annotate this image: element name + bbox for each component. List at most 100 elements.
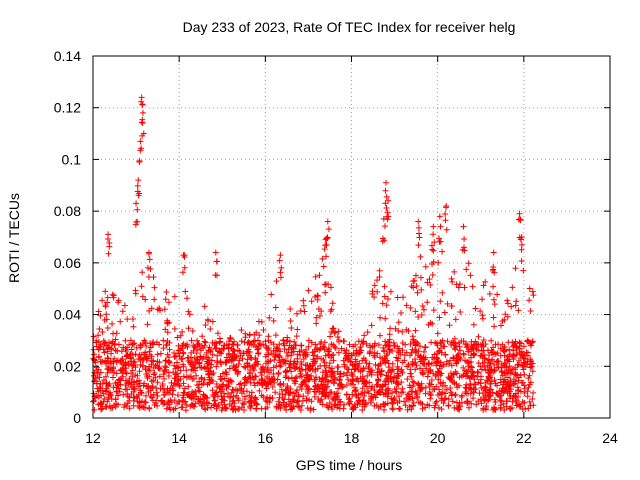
data-point — [528, 363, 535, 370]
data-point — [428, 381, 435, 388]
data-point — [345, 350, 352, 357]
data-point — [127, 337, 134, 344]
data-point — [475, 333, 482, 340]
data-point — [202, 406, 209, 413]
data-point — [247, 398, 254, 405]
data-point — [402, 402, 409, 409]
data-point — [287, 398, 294, 405]
data-point — [193, 393, 200, 400]
data-point — [328, 284, 335, 291]
data-point — [161, 367, 168, 374]
data-point — [300, 356, 307, 363]
data-point — [478, 352, 485, 359]
data-point — [193, 372, 200, 379]
data-point — [115, 385, 122, 392]
data-point — [410, 402, 417, 409]
data-point — [450, 354, 457, 361]
data-point — [455, 354, 462, 361]
data-point — [177, 332, 184, 339]
data-point — [103, 316, 110, 323]
data-point — [121, 302, 128, 309]
data-point — [294, 326, 301, 333]
data-point — [164, 389, 171, 396]
data-point — [404, 406, 411, 413]
data-point-peak — [278, 264, 285, 271]
data-point — [219, 370, 226, 377]
data-point — [284, 383, 291, 390]
data-point — [199, 402, 206, 409]
data-point — [99, 328, 106, 335]
data-point — [113, 330, 120, 337]
data-point — [197, 364, 204, 371]
data-point — [180, 373, 187, 380]
data-point — [497, 397, 504, 404]
data-point — [186, 311, 193, 318]
data-point — [246, 369, 253, 376]
data-point — [509, 339, 516, 346]
data-point — [389, 347, 396, 354]
data-point — [238, 338, 245, 345]
data-point — [301, 308, 308, 315]
data-point — [394, 375, 401, 382]
data-point — [119, 308, 126, 315]
data-point — [208, 404, 215, 411]
data-point — [417, 343, 424, 350]
data-point — [136, 377, 143, 384]
data-point — [435, 259, 442, 266]
x-tick-label: 14 — [171, 430, 187, 446]
data-point — [336, 338, 343, 345]
data-point — [250, 376, 257, 383]
data-point — [430, 370, 437, 377]
data-point — [288, 374, 295, 381]
data-point — [451, 335, 458, 342]
data-point — [108, 360, 115, 367]
data-point — [90, 390, 97, 397]
data-point — [512, 393, 519, 400]
data-point — [275, 352, 282, 359]
data-point — [360, 397, 367, 404]
data-point — [377, 389, 384, 396]
data-point — [503, 364, 510, 371]
data-point — [236, 381, 243, 388]
data-point — [522, 405, 529, 412]
data-point — [93, 367, 100, 374]
data-point — [222, 405, 229, 412]
data-point — [298, 373, 305, 380]
data-point — [314, 355, 321, 362]
data-point — [150, 391, 157, 398]
data-point — [407, 341, 414, 348]
data-point — [363, 383, 370, 390]
data-point — [426, 361, 433, 368]
data-point — [341, 347, 348, 354]
data-point — [312, 358, 319, 365]
data-point — [355, 366, 362, 373]
data-point — [374, 372, 381, 379]
data-point — [387, 288, 394, 295]
data-point — [258, 376, 265, 383]
data-point — [517, 354, 524, 361]
data-point — [93, 378, 100, 385]
data-point — [438, 395, 445, 402]
data-point — [375, 377, 382, 384]
data-point — [434, 330, 441, 337]
data-point — [243, 388, 250, 395]
data-point — [154, 402, 161, 409]
data-point — [180, 392, 187, 399]
data-point-peak — [490, 249, 497, 256]
data-point — [506, 388, 513, 395]
data-point-peak — [324, 218, 331, 225]
data-point — [424, 373, 431, 380]
data-point — [403, 326, 410, 333]
data-point — [188, 337, 195, 344]
data-point — [149, 397, 156, 404]
data-point — [281, 358, 288, 365]
data-point — [151, 369, 158, 376]
data-point — [499, 341, 506, 348]
data-point — [128, 346, 135, 353]
data-point — [239, 400, 246, 407]
data-point — [220, 345, 227, 352]
data-point — [470, 395, 477, 402]
data-point — [305, 287, 312, 294]
data-point — [142, 366, 149, 373]
data-point — [468, 358, 475, 365]
